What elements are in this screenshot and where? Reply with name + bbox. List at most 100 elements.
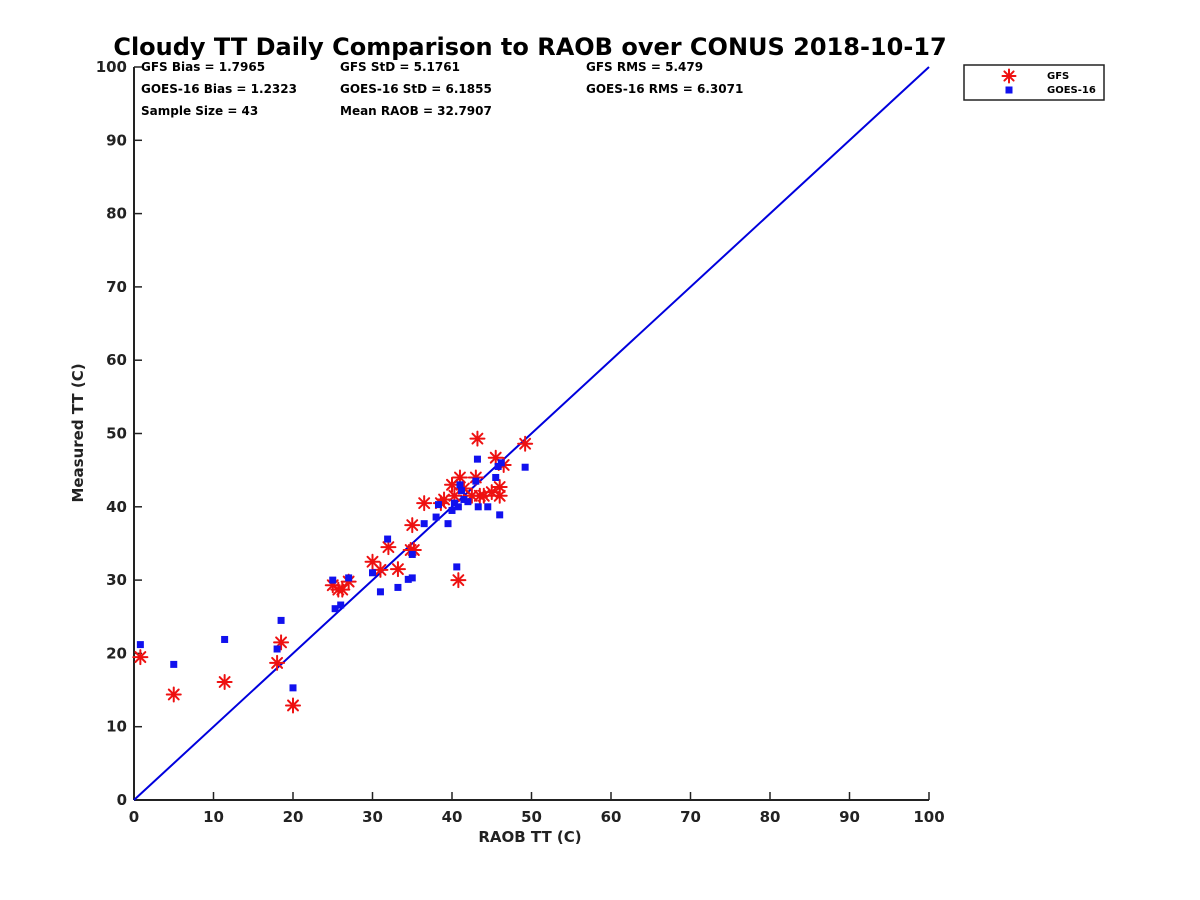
goes16-point [345, 574, 353, 582]
y-axis-label: Measured TT (C) [69, 363, 87, 502]
goes16-point [450, 499, 458, 507]
goes16-point [432, 513, 440, 521]
goes16-point [404, 575, 412, 583]
goes16-point [337, 601, 345, 609]
statistics-block: GFS Bias = 1.7965 GFS StD = 5.1761 GFS RMS… [141, 60, 743, 118]
x-axis-label: RAOB TT (C) [478, 828, 581, 846]
stat-text: Mean RAOB = 32.7907 [340, 104, 492, 118]
y-axis-ticks: 0 10 20 30 40 50 60 70 80 90 100 [96, 58, 142, 809]
goes16-point [494, 462, 502, 470]
x-tick-label: 80 [760, 808, 781, 826]
legend-gfs-label: GFS [1047, 71, 1069, 82]
goes16-point [331, 605, 339, 613]
stat-text: Sample Size = 43 [141, 104, 258, 118]
gfs-point [132, 649, 149, 666]
x-tick-label: 60 [601, 808, 622, 826]
goes16-point [496, 511, 504, 519]
goes16-point [329, 576, 337, 584]
goes16-point [221, 635, 229, 643]
y-tick-label: 20 [106, 644, 127, 662]
goes16-point [444, 520, 452, 528]
goes16-point [474, 503, 482, 511]
data-points [132, 430, 534, 714]
gfs-point [380, 539, 397, 556]
one-to-one-line [133, 66, 930, 801]
y-tick-label: 90 [106, 131, 127, 149]
stat-text: GFS StD = 5.1761 [340, 60, 460, 74]
gfs-point [216, 673, 233, 690]
goes16-point [497, 459, 505, 467]
legend-box [963, 64, 1105, 101]
stat-text: GFS Bias = 1.7965 [141, 60, 265, 74]
goes16-point [472, 477, 480, 485]
goes16-point [369, 569, 376, 577]
gfs-point [416, 495, 433, 512]
y-tick-label: 70 [106, 278, 127, 296]
gfs-point [269, 654, 286, 671]
x-tick-label: 70 [680, 808, 701, 826]
goes16-point [408, 550, 416, 558]
y-tick-label: 50 [106, 425, 127, 443]
legend-goes16-marker [1005, 86, 1013, 94]
stat-text: GOES-16 StD = 6.1855 [340, 82, 492, 96]
y-tick-label: 60 [106, 351, 127, 369]
gfs-point [517, 435, 534, 452]
goes16-point [170, 660, 178, 668]
goes16-point [492, 473, 500, 481]
goes16-point [394, 583, 402, 591]
goes16-point [273, 645, 281, 653]
gfs-point [491, 479, 508, 496]
y-tick-label: 100 [96, 58, 127, 76]
goes16-point [384, 535, 392, 543]
goes16-point [277, 616, 285, 624]
goes16-point [289, 684, 297, 692]
x-tick-label: 100 [913, 808, 944, 826]
goes16-point [473, 455, 481, 463]
gfs-point [334, 581, 351, 598]
x-axis-ticks: 0 10 20 30 40 50 60 70 80 90 100 [129, 792, 945, 826]
legend-goes16-label: GOES-16 [1047, 85, 1096, 96]
stat-text: GOES-16 RMS = 6.3071 [586, 82, 743, 96]
goes16-point [456, 481, 464, 489]
goes16-point [464, 498, 472, 506]
legend-gfs-marker [1001, 68, 1017, 84]
legend: GFS GOES-16 [963, 64, 1105, 101]
gfs-point [165, 686, 182, 703]
goes16-point [453, 563, 461, 571]
gfs-point [404, 517, 421, 534]
y-tick-label: 30 [106, 571, 127, 589]
x-tick-label: 0 [129, 808, 139, 826]
goes16-series [136, 455, 529, 692]
x-tick-label: 20 [283, 808, 304, 826]
x-tick-label: 30 [362, 808, 383, 826]
goes16-point [460, 495, 468, 503]
x-tick-label: 50 [521, 808, 542, 826]
x-tick-label: 10 [203, 808, 224, 826]
goes16-point [458, 487, 466, 495]
chart-title: Cloudy TT Daily Comparison to RAOB over … [113, 33, 946, 61]
gfs-series [132, 430, 534, 714]
x-tick-label: 90 [839, 808, 860, 826]
gfs-point [389, 561, 406, 578]
y-tick-label: 10 [106, 718, 127, 736]
stat-text: GOES-16 Bias = 1.2323 [141, 82, 297, 96]
y-tick-label: 0 [117, 791, 127, 809]
gfs-point [364, 553, 381, 570]
goes16-point [454, 503, 462, 511]
goes16-point [484, 503, 492, 511]
goes16-point [376, 588, 384, 596]
gfs-point [285, 697, 301, 714]
gfs-point [469, 430, 486, 447]
goes16-point [521, 463, 529, 471]
goes16-point [434, 501, 442, 509]
goes16-point [408, 574, 416, 582]
y-tick-label: 40 [106, 498, 127, 516]
x-tick-label: 40 [442, 808, 463, 826]
stat-text: GFS RMS = 5.479 [586, 60, 703, 74]
goes16-point [420, 520, 428, 528]
y-tick-label: 80 [106, 205, 127, 223]
gfs-point [450, 572, 467, 589]
goes16-point [448, 506, 456, 514]
goes16-point [136, 641, 144, 649]
